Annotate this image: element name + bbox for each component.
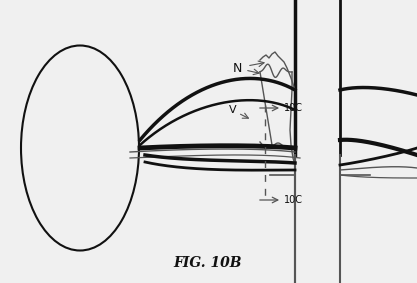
Text: V: V — [229, 105, 237, 115]
Text: 10C: 10C — [284, 103, 303, 113]
Text: FIG. 10B: FIG. 10B — [174, 256, 242, 270]
Text: 10C: 10C — [284, 195, 303, 205]
Text: N: N — [232, 61, 242, 74]
